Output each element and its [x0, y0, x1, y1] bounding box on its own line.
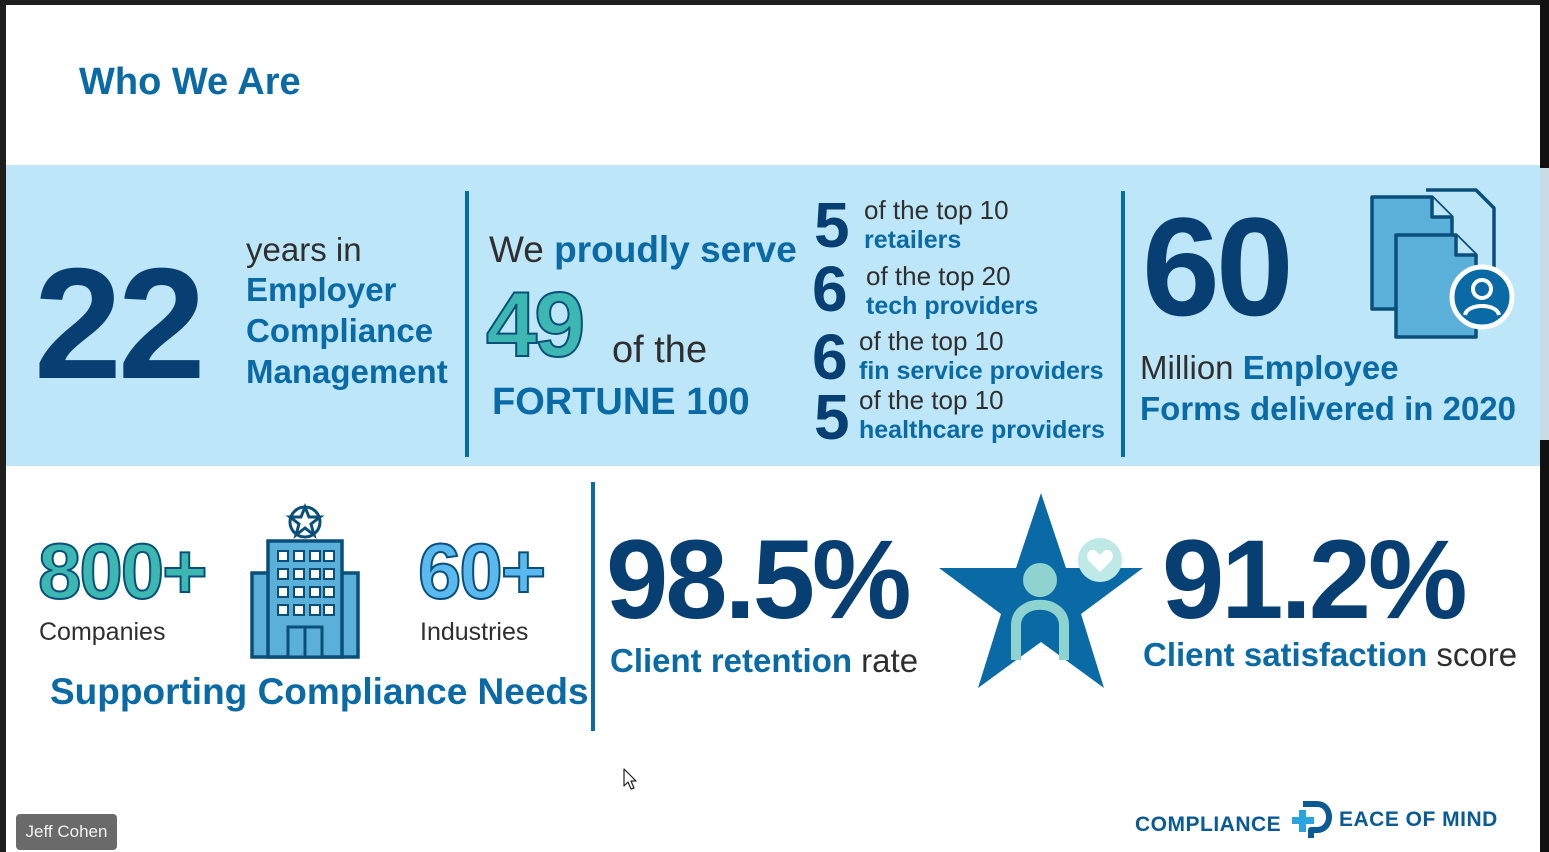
satisfaction-number: 91.2%	[1162, 517, 1468, 642]
fortune-lead: We proudly serve	[489, 231, 797, 268]
years-line-1: years in	[246, 231, 362, 268]
satisfaction-label-bold: Client satisfaction	[1143, 636, 1428, 673]
logo-right-text: EACE OF MIND	[1339, 808, 1498, 831]
satisfaction-label-plain: score	[1427, 636, 1518, 673]
years-line-2: Employer	[246, 271, 397, 308]
stat-line2-tech: tech providers	[866, 292, 1039, 320]
forms-line-1-plain: Million	[1140, 349, 1243, 386]
forms-line-1-bold: Employee	[1242, 349, 1399, 386]
stat-line1-healthcare: of the top 10	[859, 385, 1004, 415]
forms-line-1: Million Employee	[1140, 351, 1399, 384]
forms-number: 60	[1142, 188, 1294, 345]
industries-number: 60+	[417, 527, 547, 615]
participant-name-badge: Jeff Cohen	[16, 814, 117, 850]
divider-1	[465, 191, 469, 457]
supporting-label: Supporting Compliance Needs	[50, 671, 589, 712]
industries-label: Industries	[420, 618, 529, 646]
star-person-icon	[939, 493, 1143, 688]
stat-line1-retailers: of the top 10	[864, 195, 1009, 225]
fortune-lead-plain: We	[489, 229, 555, 270]
documents-user-icon	[1370, 188, 1515, 339]
divider-3	[591, 482, 595, 731]
retention-label-plain: rate	[852, 642, 919, 679]
stat-number-tech: 6	[812, 253, 848, 325]
retention-label: Client retention rate	[610, 644, 918, 677]
retention-label-bold: Client retention	[610, 642, 853, 679]
stat-number-healthcare: 5	[814, 381, 850, 453]
stat-number-fin: 6	[812, 321, 848, 393]
satisfaction-label: Client satisfaction score	[1143, 638, 1517, 671]
presentation-slide: Who We Are 22 years in Employer Complian…	[6, 5, 1540, 852]
slide-title: Who We Are	[79, 61, 301, 103]
logo-left-text: COMPLIANCE	[1135, 813, 1282, 836]
companies-label: Companies	[39, 618, 166, 646]
fortune-lead-bold: proudly serve	[554, 229, 797, 270]
stat-line1-tech: of the top 20	[866, 261, 1011, 291]
years-number: 22	[34, 236, 206, 412]
years-line-3: Compliance	[246, 312, 434, 349]
stats-band	[6, 165, 1540, 466]
fortune-of-the: of the	[612, 329, 708, 371]
forms-line-2: Forms delivered in 2020	[1140, 390, 1517, 427]
stat-line1-fin: of the top 10	[859, 326, 1004, 356]
mouse-cursor-icon	[623, 768, 637, 790]
stat-line2-fin: fin service providers	[859, 357, 1104, 385]
window-edge-highlight	[1540, 168, 1549, 440]
retention-number: 98.5%	[606, 517, 912, 642]
divider-2	[1121, 191, 1125, 457]
stat-number-retailers: 5	[814, 189, 850, 261]
office-building-icon	[250, 502, 360, 659]
companies-number: 800+	[37, 527, 209, 615]
logo-cross-p-icon	[1292, 801, 1332, 838]
fortune-label: FORTUNE 100	[492, 381, 750, 423]
fortune-number: 49	[485, 274, 586, 376]
stat-line2-retailers: retailers	[864, 226, 962, 254]
years-line-4: Management	[246, 353, 448, 390]
stat-line2-healthcare: healthcare providers	[859, 416, 1105, 444]
